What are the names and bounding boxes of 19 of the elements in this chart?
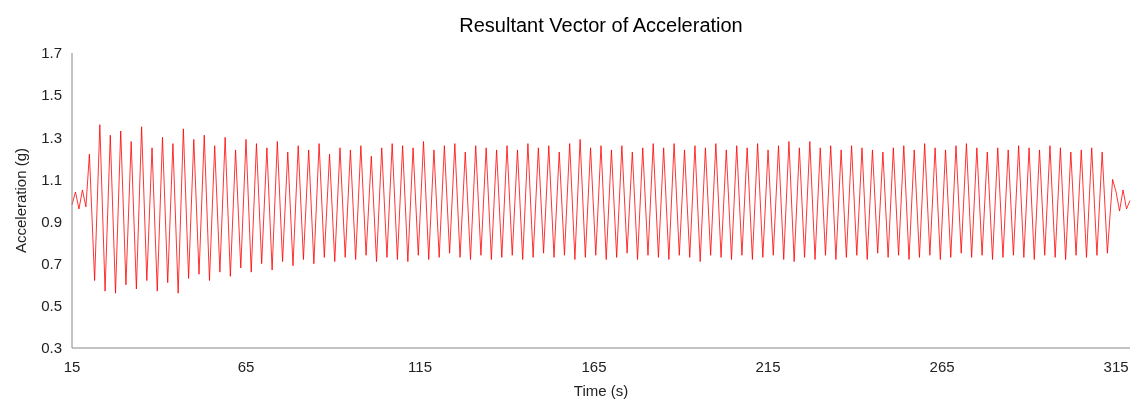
y-tick-label: 1.5 bbox=[41, 86, 62, 104]
y-tick-label: 0.3 bbox=[41, 339, 62, 357]
x-tick-label: 15 bbox=[63, 358, 81, 375]
x-tick-label: 315 bbox=[1103, 358, 1129, 375]
x-tick-label: 165 bbox=[581, 358, 607, 375]
y-axis-title: Acceleration (g) bbox=[12, 147, 29, 254]
y-tick-label: 1.1 bbox=[41, 170, 62, 188]
y-tick-label: 0.5 bbox=[41, 297, 62, 315]
x-tick-label: 65 bbox=[237, 358, 255, 375]
y-tick-label: 0.7 bbox=[41, 254, 62, 272]
y-tick-label: 0.9 bbox=[41, 212, 62, 230]
x-axis-title: Time (s) bbox=[573, 382, 629, 399]
x-tick-label: 115 bbox=[408, 358, 432, 375]
line-series bbox=[71, 124, 1131, 294]
chart-title: Resultant Vector of Acceleration bbox=[459, 14, 743, 36]
x-tick-label: 265 bbox=[929, 358, 955, 375]
y-tick-label: 1.7 bbox=[41, 44, 62, 62]
x-tick-label: 215 bbox=[755, 358, 781, 375]
y-tick-label: 1.3 bbox=[41, 128, 62, 146]
